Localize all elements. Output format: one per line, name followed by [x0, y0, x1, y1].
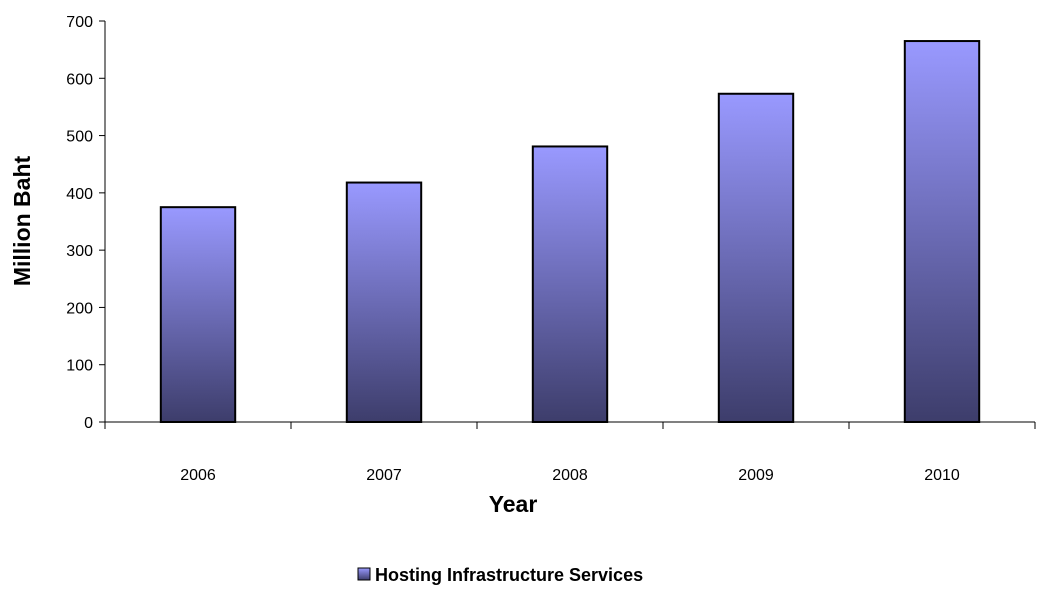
x-tick-label: 2009 [738, 467, 774, 484]
y-axis-title: Million Baht [9, 156, 35, 287]
x-axis-title: Year [489, 491, 538, 517]
x-tick-label: 2006 [180, 467, 216, 484]
legend: Hosting Infrastructure Services [357, 565, 643, 585]
bar-2008 [531, 145, 609, 423]
bar-2006 [159, 206, 237, 423]
legend-label: Hosting Infrastructure Services [375, 565, 643, 585]
x-tick-label: 2010 [924, 467, 960, 484]
bar-2007 [345, 181, 423, 423]
y-tick-label: 300 [66, 243, 93, 260]
y-axis-ticks: 0 100 200 300 400 500 600 700 [66, 14, 105, 432]
y-tick-label: 700 [66, 14, 93, 31]
y-tick-label: 500 [66, 129, 93, 146]
legend-swatch [357, 567, 371, 581]
x-axis-ticks: 2006 2007 2008 2009 2010 [104, 422, 1036, 484]
y-tick-label: 600 [66, 71, 93, 88]
y-tick-label: 200 [66, 300, 93, 317]
x-tick-label: 2007 [366, 467, 402, 484]
bars [159, 40, 981, 424]
y-tick-label: 100 [66, 358, 93, 375]
x-tick-label: 2008 [552, 467, 588, 484]
y-tick-label: 400 [66, 186, 93, 203]
y-tick-label: 0 [84, 415, 93, 432]
bar-2010 [903, 40, 981, 424]
bar-2009 [717, 92, 795, 423]
